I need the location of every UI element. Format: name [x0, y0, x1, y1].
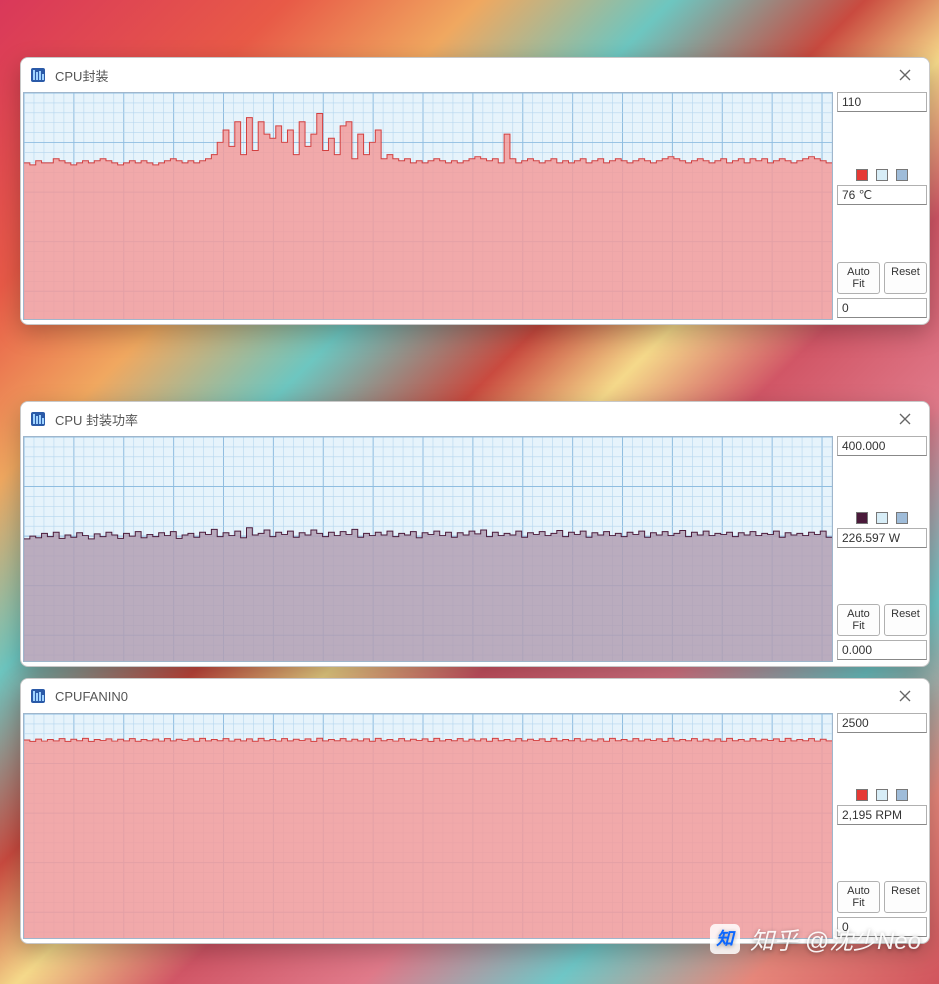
- svg-text:知: 知: [715, 928, 736, 948]
- window-title: CPUFANIN0: [55, 689, 128, 704]
- current-value: 2,195 RPM: [837, 805, 927, 825]
- legend: [837, 512, 927, 524]
- y-min-label: 0: [837, 298, 927, 318]
- autofit-button[interactable]: Auto Fit: [837, 881, 880, 913]
- chart-area[interactable]: [23, 92, 833, 320]
- close-button[interactable]: [889, 61, 921, 89]
- legend-swatch-1[interactable]: [876, 169, 888, 181]
- legend-swatch-0[interactable]: [856, 169, 868, 181]
- current-value: 226.597 W: [837, 528, 927, 548]
- legend-swatch-1[interactable]: [876, 789, 888, 801]
- y-max-label: 2500: [837, 713, 927, 733]
- app-icon: [29, 410, 47, 428]
- chart-area[interactable]: [23, 713, 833, 939]
- window-title: CPU封装: [55, 66, 108, 85]
- y-min-label: 0.000: [837, 640, 927, 660]
- chart-area[interactable]: [23, 436, 833, 662]
- titlebar[interactable]: CPUFANIN0: [21, 679, 929, 713]
- autofit-button[interactable]: Auto Fit: [837, 604, 880, 636]
- legend-swatch-0[interactable]: [856, 789, 868, 801]
- app-icon: [29, 687, 47, 705]
- side-panel: 2500 2,195 RPM Auto Fit Reset 0: [837, 713, 927, 939]
- panel2-window: CPU 封装功率 400.000 226.597 W Auto Fit Re: [20, 401, 930, 667]
- autofit-button[interactable]: Auto Fit: [837, 262, 880, 294]
- reset-button[interactable]: Reset: [884, 881, 927, 913]
- close-button[interactable]: [889, 682, 921, 710]
- panel3-window: CPUFANIN0 2500 2,195 RPM Auto Fit Rese: [20, 678, 930, 944]
- current-value: 76 ℃: [837, 185, 927, 205]
- legend-swatch-0[interactable]: [856, 512, 868, 524]
- watermark-text: 知乎 @沈少Neo: [750, 921, 921, 956]
- reset-button[interactable]: Reset: [884, 262, 927, 294]
- y-max-label: 110: [837, 92, 927, 112]
- panel1-window: CPU封装 110 76 ℃ Auto Fit Reset: [20, 57, 930, 325]
- window-title: CPU 封装功率: [55, 410, 138, 429]
- side-panel: 400.000 226.597 W Auto Fit Reset 0.000: [837, 436, 927, 662]
- legend: [837, 169, 927, 181]
- reset-button[interactable]: Reset: [884, 604, 927, 636]
- titlebar[interactable]: CPU 封装功率: [21, 402, 929, 436]
- y-max-label: 400.000: [837, 436, 927, 456]
- close-button[interactable]: [889, 405, 921, 433]
- side-panel: 110 76 ℃ Auto Fit Reset 0: [837, 92, 927, 320]
- titlebar[interactable]: CPU封装: [21, 58, 929, 92]
- zhihu-icon: 知: [710, 924, 740, 954]
- legend-swatch-2[interactable]: [896, 169, 908, 181]
- watermark: 知 知乎 @沈少Neo: [710, 921, 921, 956]
- legend: [837, 789, 927, 801]
- legend-swatch-2[interactable]: [896, 789, 908, 801]
- legend-swatch-1[interactable]: [876, 512, 888, 524]
- legend-swatch-2[interactable]: [896, 512, 908, 524]
- app-icon: [29, 66, 47, 84]
